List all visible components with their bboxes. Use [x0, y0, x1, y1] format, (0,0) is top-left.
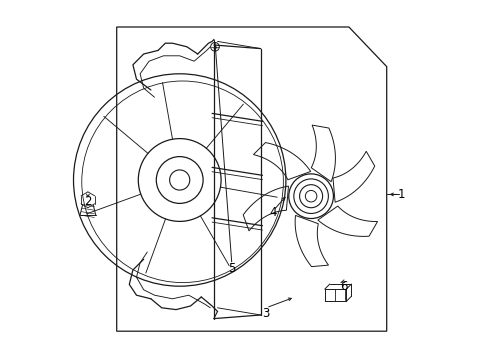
- Text: 2: 2: [84, 195, 91, 208]
- Text: 4: 4: [269, 206, 277, 219]
- Text: 3: 3: [262, 307, 269, 320]
- Text: 6: 6: [339, 280, 346, 293]
- Text: 5: 5: [228, 262, 235, 275]
- Text: 1: 1: [397, 188, 404, 201]
